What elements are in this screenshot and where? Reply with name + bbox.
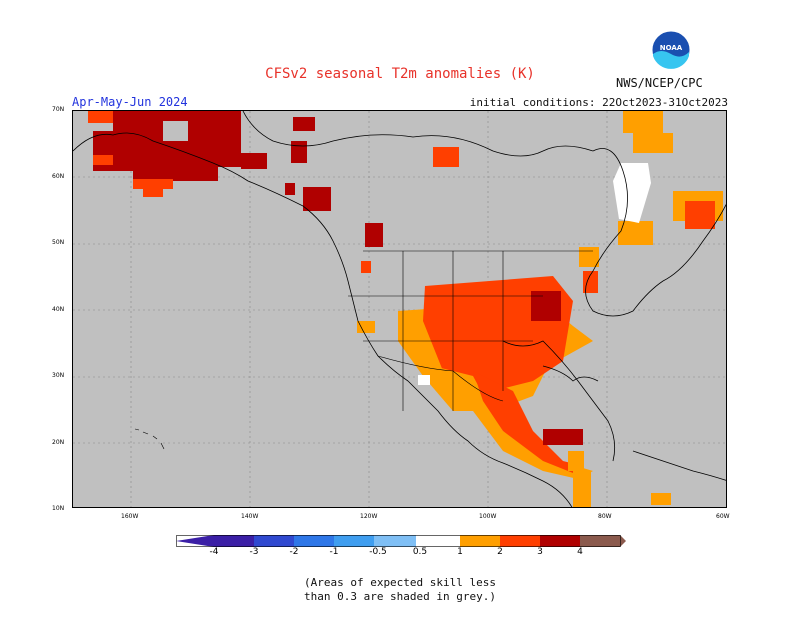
lat-label: 10N	[52, 505, 65, 512]
lon-label: 160W	[121, 513, 139, 520]
colorbar-label: 3	[537, 547, 543, 557]
skill-note-line1: (Areas of expected skill less	[303, 576, 497, 589]
borders	[348, 250, 593, 411]
season-label: Apr-May-Jun 2024	[72, 95, 188, 109]
alaska-anomaly	[88, 111, 459, 273]
org-label: NWS/NCEP/CPC	[616, 76, 703, 90]
lat-label: 50N	[52, 239, 65, 246]
colorbar-label: 2	[497, 547, 503, 557]
northeast-canada-anomaly	[579, 111, 723, 293]
chart-title: CFSv2 seasonal T2m anomalies (K)	[265, 66, 535, 82]
colorbar-label: -3	[249, 547, 259, 557]
noaa-logo: NOAA	[651, 30, 691, 70]
skill-note: (Areas of expected skill less than 0.3 a…	[0, 576, 800, 604]
lat-label: 30N	[52, 372, 65, 379]
lon-label: 100W	[479, 513, 497, 520]
colorbar-label: 0.5	[412, 547, 428, 557]
lat-label: 60N	[52, 173, 65, 180]
colorbar-label: -0.5	[369, 547, 387, 557]
colorbar-label: 1	[457, 547, 463, 557]
lon-label: 60W	[716, 513, 730, 520]
lon-label: 120W	[360, 513, 378, 520]
hawaii-islands	[134, 428, 165, 450]
lon-label: 140W	[241, 513, 259, 520]
skill-note-line2: than 0.3 are shaded in grey.)	[303, 590, 497, 603]
map-canvas	[73, 111, 726, 507]
colorbar	[176, 535, 626, 547]
colorbar-label: 4	[577, 547, 583, 557]
lat-label: 70N	[52, 106, 65, 113]
initial-conditions-label: initial conditions: 22Oct2023-31Oct2023	[469, 96, 728, 109]
lat-label: 40N	[52, 306, 65, 313]
coastlines	[73, 111, 726, 507]
lon-label: 80W	[598, 513, 612, 520]
colorbar-label: -2	[289, 547, 299, 557]
colorbar-label: -4	[209, 547, 219, 557]
us-mexico-anomaly	[357, 276, 671, 507]
colorbar-label: -1	[329, 547, 339, 557]
anomaly-map	[72, 110, 727, 508]
lat-label: 20N	[52, 439, 65, 446]
logo-text: NOAA	[660, 44, 683, 52]
